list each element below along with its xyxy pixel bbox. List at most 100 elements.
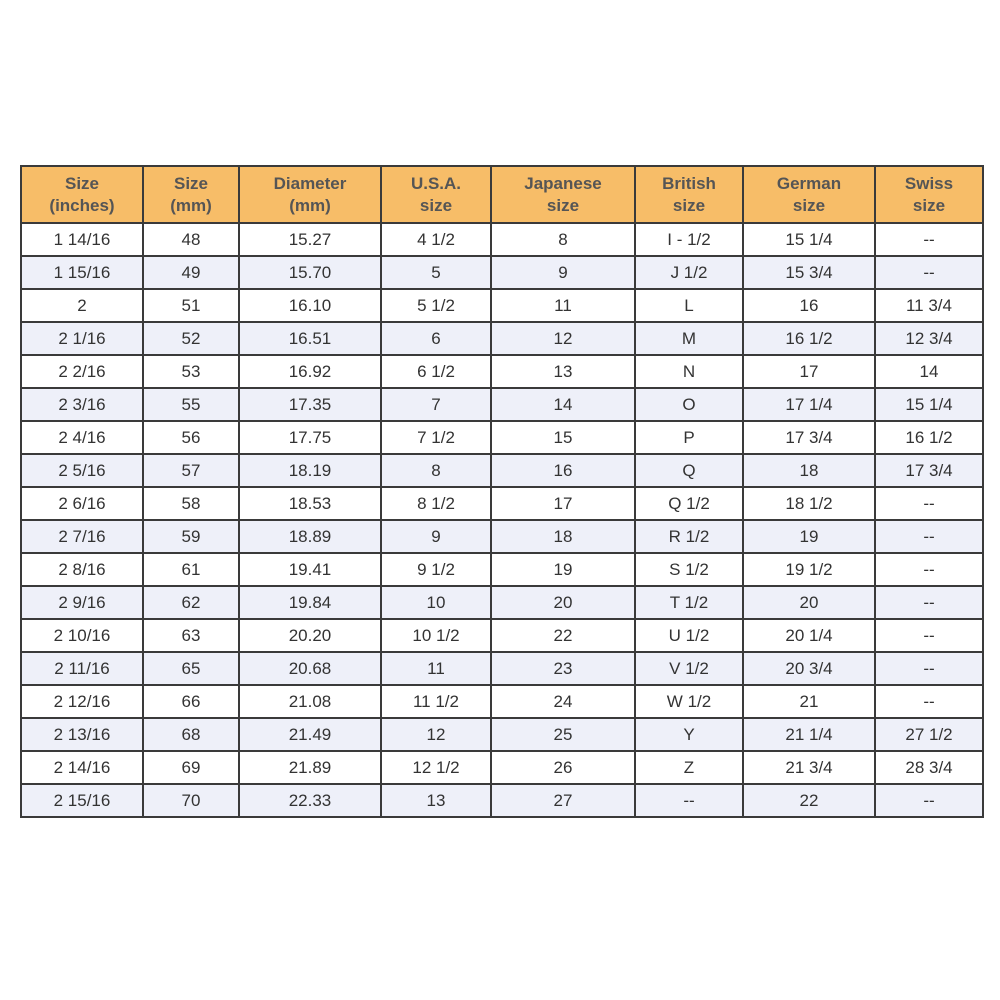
column-header: British size: [634, 165, 744, 224]
table-cell: 23: [490, 651, 636, 686]
table-cell: L: [634, 288, 744, 323]
column-header-line: British: [662, 173, 716, 193]
table-cell: 18.19: [238, 453, 382, 488]
table-cell: 22: [742, 783, 876, 818]
table-cell: 28 3/4: [874, 750, 984, 785]
table-cell: 15 1/4: [874, 387, 984, 422]
table-cell: P: [634, 420, 744, 455]
table-cell: 70: [142, 783, 240, 818]
table-cell: 2 9/16: [20, 585, 144, 620]
table-cell: 2 2/16: [20, 354, 144, 389]
table-cell: --: [874, 486, 984, 521]
table-cell: 9: [380, 519, 492, 554]
table-cell: 19.84: [238, 585, 382, 620]
table-cell: M: [634, 321, 744, 356]
table-cell: --: [874, 783, 984, 818]
table-cell: 62: [142, 585, 240, 620]
table-cell: --: [874, 519, 984, 554]
table-cell: S 1/2: [634, 552, 744, 587]
table-cell: 16: [490, 453, 636, 488]
table-cell: 2 12/16: [20, 684, 144, 719]
table-cell: 18.53: [238, 486, 382, 521]
table-cell: 2 5/16: [20, 453, 144, 488]
table-row: 2 51 16.10 5 1/2 11 L 16 11 3/4: [20, 288, 984, 323]
table-cell: 53: [142, 354, 240, 389]
table-cell: --: [874, 684, 984, 719]
table-cell: 2 4/16: [20, 420, 144, 455]
table-cell: 21 3/4: [742, 750, 876, 785]
table-cell: 21.89: [238, 750, 382, 785]
table-cell: 16 1/2: [742, 321, 876, 356]
table-cell: 2 3/16: [20, 387, 144, 422]
table-row: 1 14/16 48 15.27 4 1/2 8 I - 1/2 15 1/4 --: [20, 222, 984, 257]
table-cell: 61: [142, 552, 240, 587]
table-row: 2 15/16 70 22.33 13 27 -- 22 --: [20, 783, 984, 818]
table-cell: 16.92: [238, 354, 382, 389]
table-cell: 9: [490, 255, 636, 290]
table-cell: 59: [142, 519, 240, 554]
table-cell: 15.70: [238, 255, 382, 290]
column-header-line: Japanese: [524, 173, 602, 193]
table-cell: --: [874, 222, 984, 257]
table-cell: N: [634, 354, 744, 389]
column-header-line: (mm): [289, 195, 331, 215]
table-cell: 17 1/4: [742, 387, 876, 422]
table-cell: 18: [490, 519, 636, 554]
table-cell: 18: [742, 453, 876, 488]
table-cell: 10 1/2: [380, 618, 492, 653]
column-header-line: Size: [173, 173, 209, 193]
column-header: Swiss size: [874, 165, 984, 224]
table-cell: 15: [490, 420, 636, 455]
table-cell: 17: [490, 486, 636, 521]
table-cell: 14: [874, 354, 984, 389]
column-header-line: (inches): [49, 195, 115, 215]
table-cell: 27: [490, 783, 636, 818]
table-cell: U 1/2: [634, 618, 744, 653]
table-cell: 21.08: [238, 684, 382, 719]
table-row: 2 3/16 55 17.35 7 14 O 17 1/4 15 1/4: [20, 387, 984, 422]
table-cell: 6 1/2: [380, 354, 492, 389]
column-header-line: size: [792, 195, 826, 215]
column-header: Japanese size: [490, 165, 636, 224]
table-cell: 20: [490, 585, 636, 620]
column-header: Size (inches): [20, 165, 144, 224]
table-cell: 2 1/16: [20, 321, 144, 356]
table-cell: 68: [142, 717, 240, 752]
column-header: Size (mm): [142, 165, 240, 224]
table-cell: 27 1/2: [874, 717, 984, 752]
table-cell: 20.20: [238, 618, 382, 653]
table-cell: 56: [142, 420, 240, 455]
table-cell: 10: [380, 585, 492, 620]
table-cell: V 1/2: [634, 651, 744, 686]
table-cell: 14: [490, 387, 636, 422]
table-cell: 25: [490, 717, 636, 752]
table-cell: 2 8/16: [20, 552, 144, 587]
table-cell: 5: [380, 255, 492, 290]
table-cell: 11: [490, 288, 636, 323]
table-cell: 57: [142, 453, 240, 488]
table-cell: 2 7/16: [20, 519, 144, 554]
table-cell: 24: [490, 684, 636, 719]
column-header-line: size: [672, 195, 706, 215]
table-cell: T 1/2: [634, 585, 744, 620]
table-row: 2 12/16 66 21.08 11 1/2 24 W 1/2 21 --: [20, 684, 984, 719]
table-cell: 19: [742, 519, 876, 554]
column-header-line: size: [546, 195, 580, 215]
table-cell: 55: [142, 387, 240, 422]
table-cell: O: [634, 387, 744, 422]
table-cell: 16: [742, 288, 876, 323]
table-cell: 2 14/16: [20, 750, 144, 785]
table-cell: 2 6/16: [20, 486, 144, 521]
table-cell: R 1/2: [634, 519, 744, 554]
table-cell: 17: [742, 354, 876, 389]
table-row: 2 7/16 59 18.89 9 18 R 1/2 19 --: [20, 519, 984, 554]
column-header: German size: [742, 165, 876, 224]
table-cell: J 1/2: [634, 255, 744, 290]
table-cell: 16.10: [238, 288, 382, 323]
table-cell: 2 15/16: [20, 783, 144, 818]
table-cell: 1 15/16: [20, 255, 144, 290]
table-row: 2 4/16 56 17.75 7 1/2 15 P 17 3/4 16 1/2: [20, 420, 984, 455]
table-cell: 26: [490, 750, 636, 785]
table-row: 2 1/16 52 16.51 6 12 M 16 1/2 12 3/4: [20, 321, 984, 356]
table-cell: 66: [142, 684, 240, 719]
